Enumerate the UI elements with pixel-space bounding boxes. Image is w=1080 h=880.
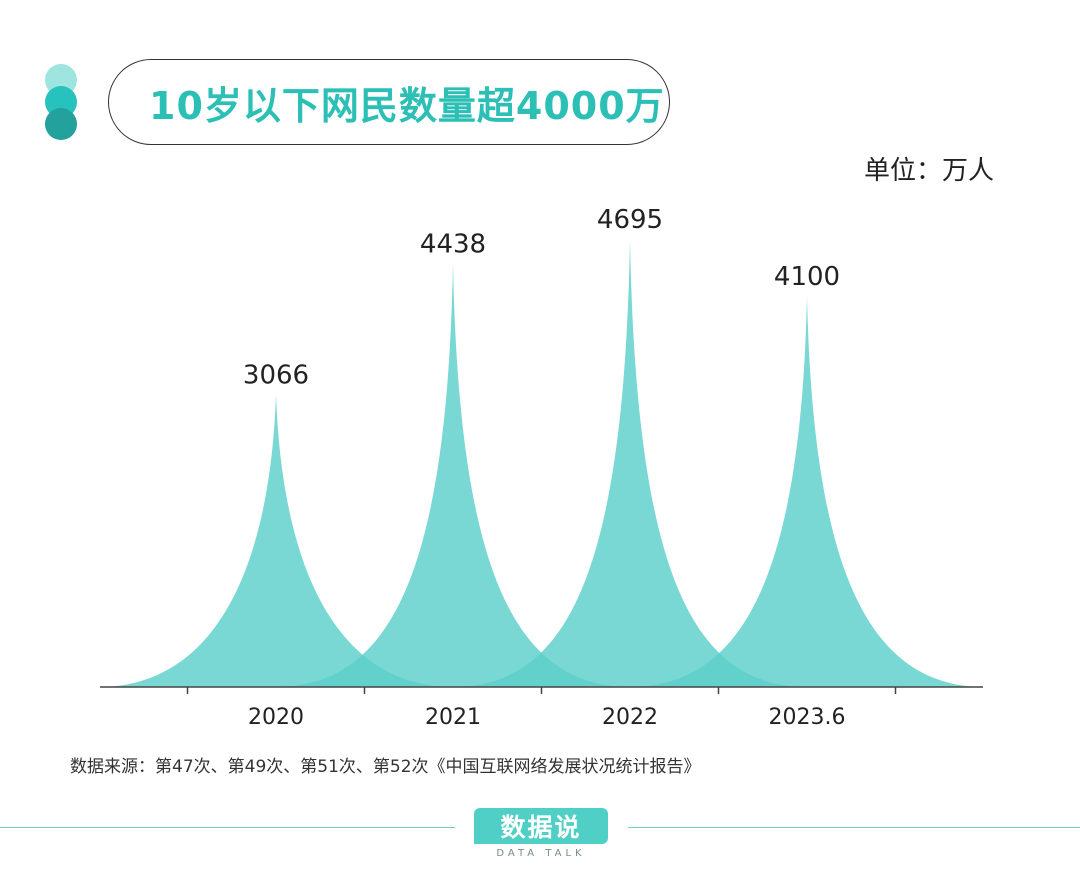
unit-label: 单位：万人 xyxy=(863,156,994,186)
peak-2020 xyxy=(101,394,451,687)
data-source: 数据来源：第47次、第49次、第51次、第52次《中国互联网络发展状况统计报告》 xyxy=(70,757,701,777)
data-label-2020: 3066 xyxy=(243,361,309,391)
x-tick-label-2022: 2022 xyxy=(602,705,658,730)
title-box: 10岁以下网民数量超4000万 xyxy=(108,59,670,145)
peaks-layer xyxy=(101,239,982,688)
brand-subtitle: DATA TALK xyxy=(496,848,586,859)
data-label-2023.6: 4100 xyxy=(774,262,840,292)
footer-line-left xyxy=(0,827,455,828)
decor-dot-dark xyxy=(45,108,77,140)
x-tick-label-2021: 2021 xyxy=(425,705,481,730)
axis-layer xyxy=(100,686,983,694)
brand-badge: 数据说 xyxy=(474,808,608,844)
labels-layer: 3066 2020 4438 2021 4695 2022 4100 2023.6 xyxy=(243,205,846,730)
title-decoration xyxy=(45,64,79,142)
x-tick-label-2020: 2020 xyxy=(248,705,304,730)
peak-2022 xyxy=(455,239,805,688)
peak-2023.6 xyxy=(632,295,982,687)
chart-title: 10岁以下网民数量超4000万 xyxy=(149,83,665,128)
x-tick-label-2023.6: 2023.6 xyxy=(769,705,846,730)
footer-line-right xyxy=(628,827,1080,828)
data-label-2022: 4695 xyxy=(597,205,663,235)
data-label-2021: 4438 xyxy=(420,230,486,260)
brand-logo: 数据说 DATA TALK xyxy=(474,808,610,859)
peak-2021 xyxy=(278,263,628,687)
